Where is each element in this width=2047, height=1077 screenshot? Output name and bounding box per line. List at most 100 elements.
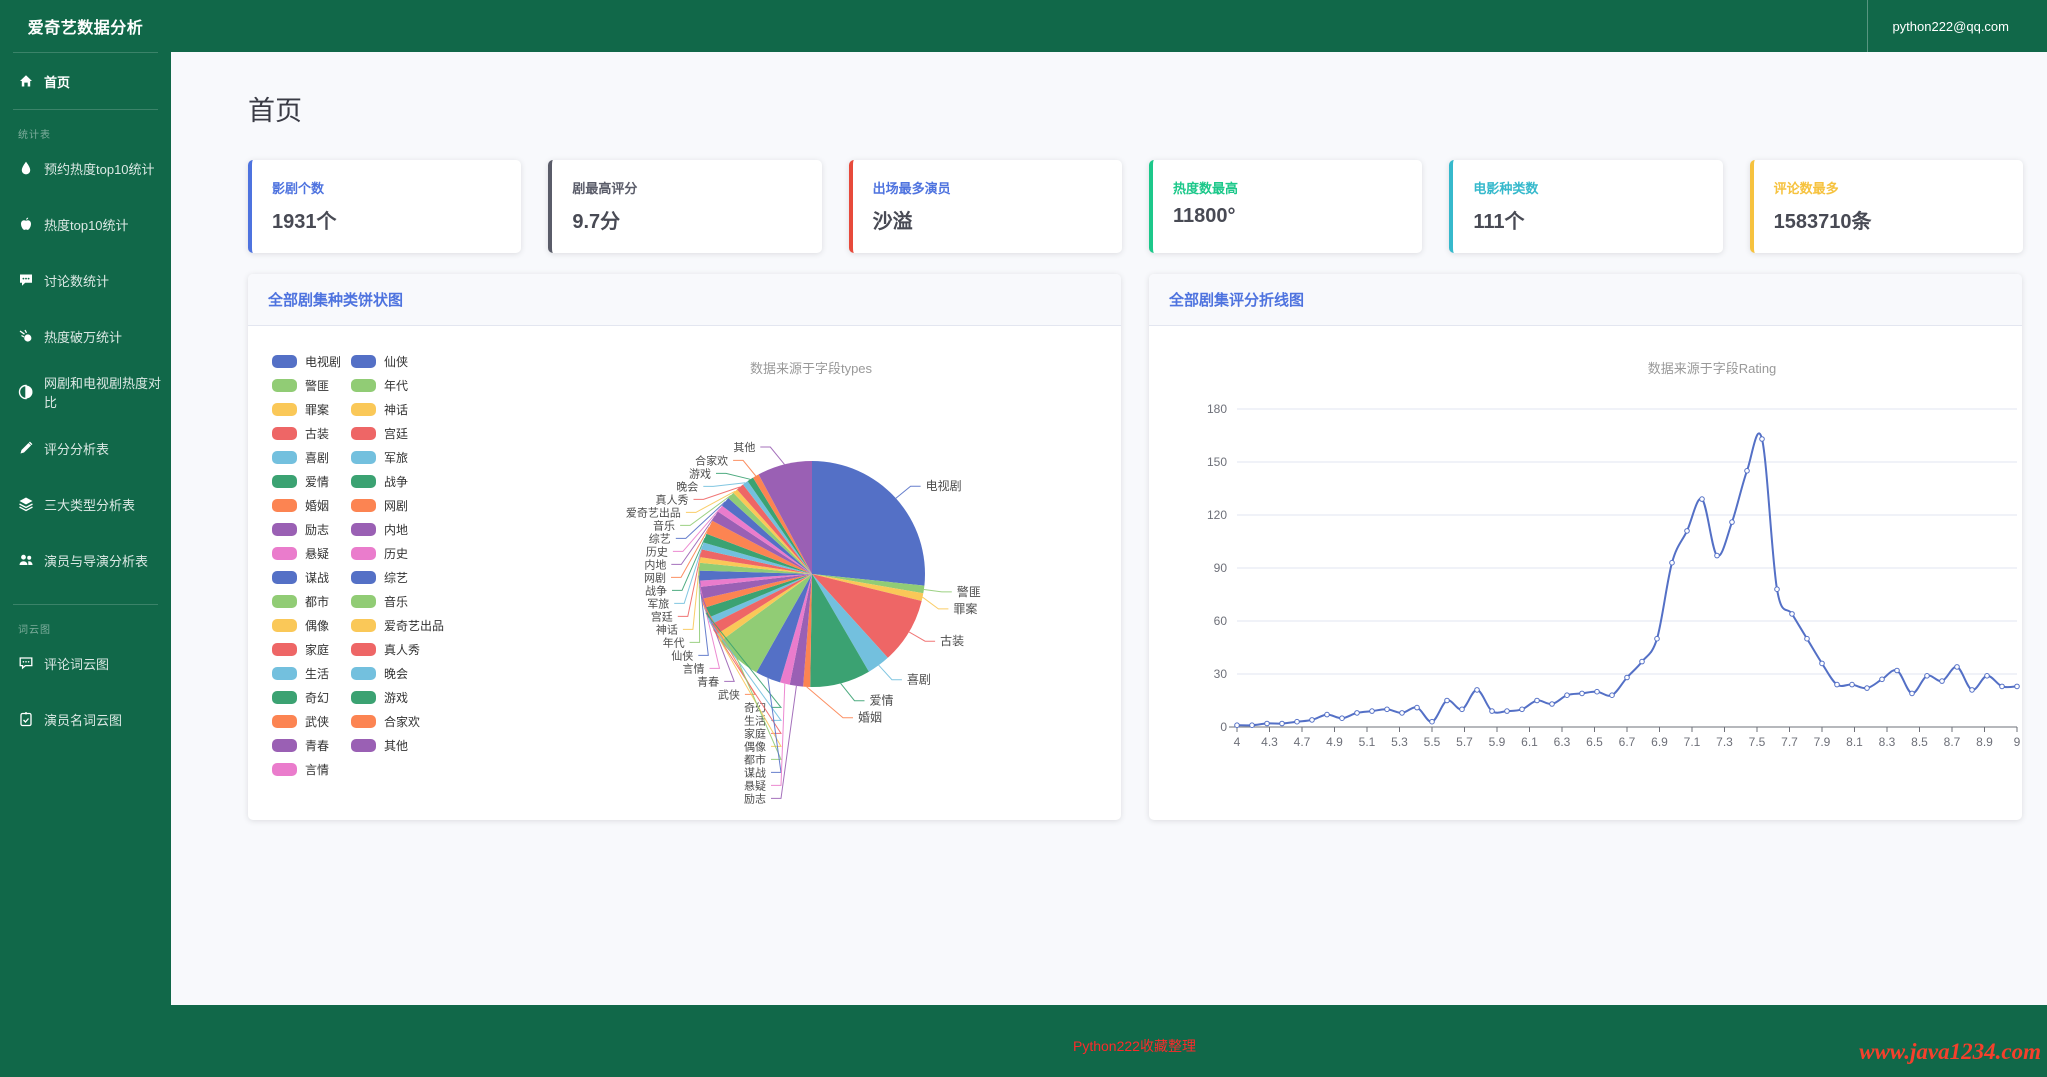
sidebar-item[interactable]: 演员名词云图 <box>0 691 171 747</box>
svg-text:数据来源于字段types: 数据来源于字段types <box>750 361 873 376</box>
pie-slice[interactable] <box>704 574 812 618</box>
pie-slice[interactable] <box>699 570 812 581</box>
pie-slice[interactable] <box>701 542 812 575</box>
pie-slice[interactable] <box>717 505 812 574</box>
pie-slice[interactable] <box>703 533 813 574</box>
sidebar-item[interactable]: 评分分析表 <box>0 420 171 476</box>
pie-slice[interactable] <box>710 574 812 635</box>
pie-slice[interactable] <box>812 574 925 594</box>
legend-item[interactable]: 励志 <box>272 522 329 537</box>
line-marker <box>1714 552 1720 559</box>
legend-item[interactable]: 婚姻 <box>272 498 330 513</box>
pie-slice[interactable] <box>720 574 812 673</box>
sidebar-item[interactable]: 评论词云图 <box>0 635 171 691</box>
legend-item[interactable]: 其他 <box>351 738 408 753</box>
pie-label: 神话 <box>656 622 678 636</box>
legend-item[interactable]: 晚会 <box>351 666 408 681</box>
pie-slice[interactable] <box>812 574 922 658</box>
pie-slice[interactable] <box>747 477 812 574</box>
sidebar-item[interactable]: 热度top10统计 <box>0 196 171 252</box>
pie-slice[interactable] <box>733 489 812 575</box>
legend-item[interactable]: 历史 <box>351 546 408 561</box>
pie-slice[interactable] <box>728 492 812 574</box>
pie-slice[interactable] <box>789 574 812 687</box>
pie-slice[interactable] <box>706 520 812 574</box>
legend-item[interactable]: 都市 <box>272 594 330 609</box>
pie-slice[interactable] <box>810 574 869 688</box>
legend-item[interactable]: 综艺 <box>351 570 408 585</box>
stat-card-value: 11800° <box>1172 205 1236 227</box>
line-marker <box>1429 718 1435 725</box>
legend-item[interactable]: 战争 <box>351 474 408 489</box>
pie-slice[interactable] <box>700 549 812 574</box>
stat-card: 影剧个数 1931个 <box>248 160 522 253</box>
svg-text:7.1: 7.1 <box>1684 735 1701 749</box>
legend-item[interactable]: 青春 <box>272 738 330 753</box>
legend-item[interactable]: 年代 <box>351 378 408 393</box>
legend-item[interactable]: 言情 <box>272 762 329 777</box>
legend-item[interactable]: 偶像 <box>272 618 330 633</box>
legend-item[interactable]: 电视剧 <box>272 354 341 369</box>
legend-item[interactable]: 内地 <box>351 522 408 537</box>
pie-slice[interactable] <box>756 574 812 683</box>
pie-slice[interactable] <box>712 511 812 575</box>
pie-slice[interactable] <box>699 574 812 587</box>
pie-slice[interactable] <box>699 557 812 574</box>
user-email[interactable]: python222@qq.com <box>1892 18 2009 34</box>
sidebar-item-label: 讨论数统计 <box>44 273 110 289</box>
legend-item[interactable]: 真人秀 <box>351 642 420 657</box>
legend-item[interactable]: 音乐 <box>351 594 408 609</box>
pie-slice[interactable] <box>753 474 812 574</box>
legend-item[interactable]: 古装 <box>272 426 329 441</box>
legend-label: 青春 <box>305 738 330 753</box>
legend-item[interactable]: 神话 <box>351 402 408 417</box>
line-marker <box>1564 692 1570 699</box>
legend-label: 偶像 <box>305 618 330 633</box>
line-chart[interactable]: 数据来源于字段Rating 0 30 60 90 120 150 180 4 4.3 4.7 4.9 5… <box>1149 326 2022 819</box>
pie-slice[interactable] <box>722 498 812 574</box>
legend-item[interactable]: 警匪 <box>272 378 329 393</box>
pie-slice[interactable] <box>803 574 812 687</box>
legend-item[interactable]: 罪案 <box>272 402 329 417</box>
legend-item[interactable]: 谋战 <box>272 570 329 585</box>
pie-slice[interactable] <box>737 484 812 575</box>
pie-slice[interactable] <box>812 461 925 586</box>
pie-slice[interactable] <box>699 562 812 574</box>
pie-slice[interactable] <box>812 574 888 672</box>
sidebar-item[interactable]: 热度破万统计 <box>0 308 171 364</box>
legend-item[interactable]: 宫廷 <box>351 426 408 441</box>
legend-item[interactable]: 军旅 <box>351 450 408 465</box>
pie-slice[interactable] <box>701 574 812 608</box>
legend-item[interactable]: 网剧 <box>351 498 408 513</box>
pie-slice[interactable] <box>812 574 924 601</box>
pie-label: 历史 <box>646 545 668 558</box>
legend-item[interactable]: 仙侠 <box>351 354 408 369</box>
legend-item[interactable]: 生活 <box>272 666 329 681</box>
legend-label: 爱奇艺出品 <box>384 618 445 633</box>
legend-item[interactable]: 爱情 <box>272 474 329 489</box>
legend-item[interactable]: 合家欢 <box>351 714 420 729</box>
sidebar-item-home[interactable]: 首页 <box>0 53 171 109</box>
sidebar-item[interactable]: 讨论数统计 <box>0 252 171 308</box>
pie-slice[interactable] <box>716 574 813 641</box>
pie-slice[interactable] <box>743 481 812 574</box>
pie-slice[interactable] <box>758 461 812 574</box>
legend-label: 婚姻 <box>305 498 330 513</box>
pie-slice[interactable] <box>780 574 812 685</box>
pie-slice[interactable] <box>699 574 812 599</box>
legend-label: 都市 <box>305 594 330 609</box>
legend-item[interactable]: 喜剧 <box>272 450 329 465</box>
legend-item[interactable]: 游戏 <box>351 690 408 705</box>
legend-item[interactable]: 武侠 <box>272 714 329 729</box>
pie-slice[interactable] <box>707 574 812 625</box>
legend-item[interactable]: 爱奇艺出品 <box>351 618 445 633</box>
sidebar-item[interactable]: 网剧和电视剧热度对比 <box>0 364 171 420</box>
line-marker <box>1609 692 1615 699</box>
sidebar-item[interactable]: 预约热度top10统计 <box>0 140 171 196</box>
sidebar-item[interactable]: 演员与导演分析表 <box>0 532 171 588</box>
legend-item[interactable]: 奇幻 <box>272 690 329 705</box>
legend-item[interactable]: 家庭 <box>272 642 329 657</box>
sidebar-item[interactable]: 三大类型分析表 <box>0 476 171 532</box>
legend-item[interactable]: 悬疑 <box>272 546 329 561</box>
